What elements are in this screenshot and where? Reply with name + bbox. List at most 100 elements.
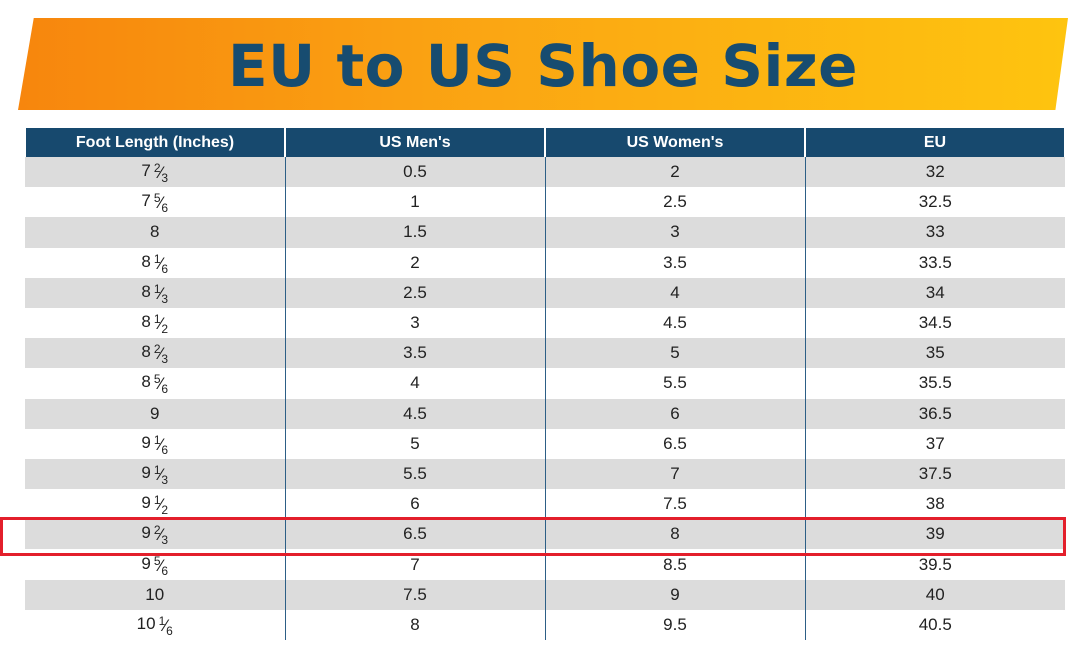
page-title: EU to US Shoe Size — [228, 32, 858, 100]
eu-size-cell: 34.5 — [804, 307, 1065, 339]
us-mens-cell: 5 — [284, 428, 546, 459]
foot-length-fraction: 5⁄6 — [153, 372, 169, 397]
table-row: 9 1⁄2 6 7.5 38 — [25, 489, 1065, 520]
us-mens-cell: 6.5 — [284, 519, 546, 550]
foot-length-cell: 9 — [25, 398, 286, 429]
foot-length-cell: 9 2⁄3 — [25, 519, 286, 550]
foot-length-cell: 8 2⁄3 — [25, 338, 286, 369]
us-womens-cell: 2.5 — [544, 187, 806, 218]
foot-length-whole: 8 — [141, 251, 151, 271]
fraction-numerator: 2 — [153, 342, 161, 357]
foot-length-cell: 8 — [25, 217, 286, 248]
foot-length-whole: 9 — [150, 403, 160, 423]
us-mens-cell: 4 — [284, 368, 546, 399]
foot-length-cell: 7 5⁄6 — [25, 187, 286, 218]
foot-length-cell: 9 1⁄6 — [25, 428, 286, 459]
fraction-slash: ⁄ — [159, 344, 163, 364]
us-womens-cell: 8 — [544, 519, 806, 550]
eu-size-cell: 39 — [804, 519, 1065, 550]
fraction-denominator: 6 — [161, 382, 169, 397]
fraction-denominator: 2 — [161, 322, 169, 337]
table-row: 8 5⁄6 4 5.5 35.5 — [25, 368, 1065, 399]
eu-size-cell: 33 — [804, 217, 1065, 248]
table-row: 8 2⁄3 3.5 5 35 — [25, 338, 1065, 369]
us-womens-cell: 3 — [544, 217, 806, 248]
table-row: 7 5⁄6 1 2.5 32.5 — [25, 187, 1065, 218]
eu-size-cell: 40 — [804, 579, 1065, 610]
table-row: 8 1.5 3 33 — [25, 217, 1065, 248]
foot-length-whole: 9 — [141, 462, 151, 482]
fraction-numerator: 5 — [153, 191, 161, 206]
table-row: 9 5⁄6 7 8.5 39.5 — [25, 549, 1065, 580]
us-mens-cell: 4.5 — [284, 398, 546, 429]
foot-length-fraction: 1⁄6 — [154, 252, 168, 276]
us-mens-cell: 7 — [284, 549, 546, 580]
fraction-slash: ⁄ — [159, 163, 163, 183]
foot-length-cell: 8 1⁄6 — [25, 247, 286, 278]
us-mens-cell: 7.5 — [284, 579, 546, 610]
fraction-denominator: 6 — [166, 623, 173, 638]
foot-length-cell: 10 — [25, 579, 286, 610]
eu-size-cell: 35 — [804, 338, 1065, 369]
foot-length-cell: 8 1⁄2 — [25, 307, 286, 339]
fraction-slash: ⁄ — [159, 525, 163, 545]
fraction-slash: ⁄ — [164, 615, 168, 635]
fraction-numerator: 1 — [153, 462, 161, 477]
us-mens-cell: 2.5 — [284, 277, 546, 308]
fraction-denominator: 3 — [161, 352, 169, 367]
eu-size-cell: 32.5 — [804, 187, 1065, 218]
us-mens-cell: 5.5 — [284, 458, 546, 490]
us-womens-cell: 7.5 — [544, 489, 806, 520]
us-mens-cell: 1 — [284, 187, 546, 218]
us-mens-cell: 3 — [284, 307, 546, 339]
fraction-numerator: 1 — [153, 281, 161, 296]
us-mens-cell: 1.5 — [284, 217, 546, 248]
us-mens-cell: 2 — [284, 247, 546, 278]
us-womens-cell: 4.5 — [544, 307, 806, 339]
eu-size-cell: 33.5 — [804, 247, 1065, 278]
table-row: 8 1⁄3 2.5 4 34 — [25, 277, 1065, 308]
foot-length-fraction: 1⁄3 — [153, 462, 169, 487]
fraction-denominator: 3 — [161, 171, 169, 186]
foot-length-whole: 7 — [141, 191, 151, 211]
us-womens-cell: 8.5 — [544, 549, 806, 580]
foot-length-fraction: 1⁄6 — [153, 432, 168, 457]
eu-size-cell: 39.5 — [804, 549, 1065, 580]
fraction-slash: ⁄ — [159, 283, 163, 303]
eu-size-cell: 35.5 — [804, 368, 1065, 399]
us-womens-cell: 2 — [544, 157, 806, 188]
title-banner — [18, 18, 1068, 110]
table-row: 7 2⁄3 0.5 2 32 — [25, 157, 1065, 188]
column-header-us-mens: US Men's — [284, 128, 546, 157]
fraction-slash: ⁄ — [159, 464, 163, 484]
foot-length-whole: 8 — [141, 281, 151, 301]
us-womens-cell: 6 — [544, 398, 806, 429]
fraction-numerator: 2 — [153, 161, 161, 176]
us-womens-cell: 5.5 — [544, 368, 806, 399]
us-womens-cell: 9.5 — [544, 609, 806, 640]
fraction-denominator: 6 — [161, 201, 169, 216]
foot-length-fraction: 1⁄6 — [158, 613, 173, 638]
us-womens-cell: 9 — [544, 579, 806, 610]
table-row: 9 1⁄3 5.5 7 37.5 — [25, 458, 1065, 490]
foot-length-fraction: 1⁄2 — [153, 312, 169, 337]
foot-length-fraction: 2⁄3 — [153, 342, 169, 367]
table-header-row: Foot Length (Inches) US Men's US Women's… — [24, 128, 1066, 157]
fraction-numerator: 1 — [153, 493, 161, 508]
fraction-numerator: 1 — [158, 613, 166, 628]
fraction-numerator: 5 — [153, 372, 161, 387]
foot-length-whole: 9 — [141, 493, 151, 513]
us-mens-cell: 8 — [284, 609, 546, 640]
fraction-slash: ⁄ — [159, 193, 163, 213]
eu-size-cell: 40.5 — [804, 609, 1065, 640]
eu-size-cell: 37.5 — [804, 458, 1065, 490]
column-header-foot-length: Foot Length (Inches) — [24, 128, 286, 157]
table-row: 10 7.5 9 40 — [25, 579, 1065, 610]
eu-size-cell: 32 — [804, 157, 1065, 188]
foot-length-whole: 9 — [141, 523, 151, 543]
fraction-numerator: 1 — [153, 312, 161, 327]
fraction-denominator: 3 — [161, 472, 169, 487]
us-mens-cell: 6 — [284, 489, 546, 520]
fraction-numerator: 1 — [153, 432, 161, 447]
foot-length-cell: 9 5⁄6 — [25, 549, 286, 580]
